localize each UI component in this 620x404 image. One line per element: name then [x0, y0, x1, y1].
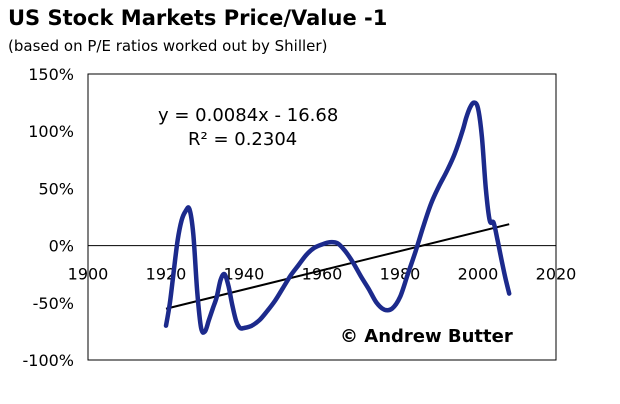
plot-area-frame	[87, 73, 557, 361]
y-tick-label: 0%	[49, 237, 74, 256]
x-tick-label: 1980	[380, 265, 421, 284]
y-tick-label: 150%	[28, 65, 74, 84]
chart-title: US Stock Markets Price/Value -1	[8, 6, 388, 30]
y-tick-labels: 150% 100% 50% 0% -50% -100%	[22, 65, 74, 370]
y-tick-label: -50%	[33, 294, 74, 313]
series-line	[163, 100, 512, 335]
x-tick-label: 2000	[458, 265, 499, 284]
y-tick-label: -100%	[22, 351, 74, 370]
x-tick-label: 1960	[302, 265, 343, 284]
y-tick-label: 50%	[38, 179, 74, 198]
trend-line	[165, 223, 510, 310]
copyright-label: © Andrew Butter	[340, 326, 513, 347]
x-tick-label: 1940	[224, 265, 265, 284]
x-tick-label: 1920	[146, 265, 187, 284]
x-tick-label: 1900	[68, 265, 109, 284]
chart-subtitle: (based on P/E ratios worked out by Shill…	[8, 37, 328, 55]
y-tick-label: 100%	[28, 122, 74, 141]
r-squared-label: R² = 0.2304	[188, 129, 297, 150]
x-tick-label: 2020	[536, 265, 577, 284]
regression-equation: y = 0.0084x - 16.68	[158, 105, 338, 126]
x-tick-labels: 1900 1920 1940 1960 1980 2000 2020	[68, 265, 577, 284]
